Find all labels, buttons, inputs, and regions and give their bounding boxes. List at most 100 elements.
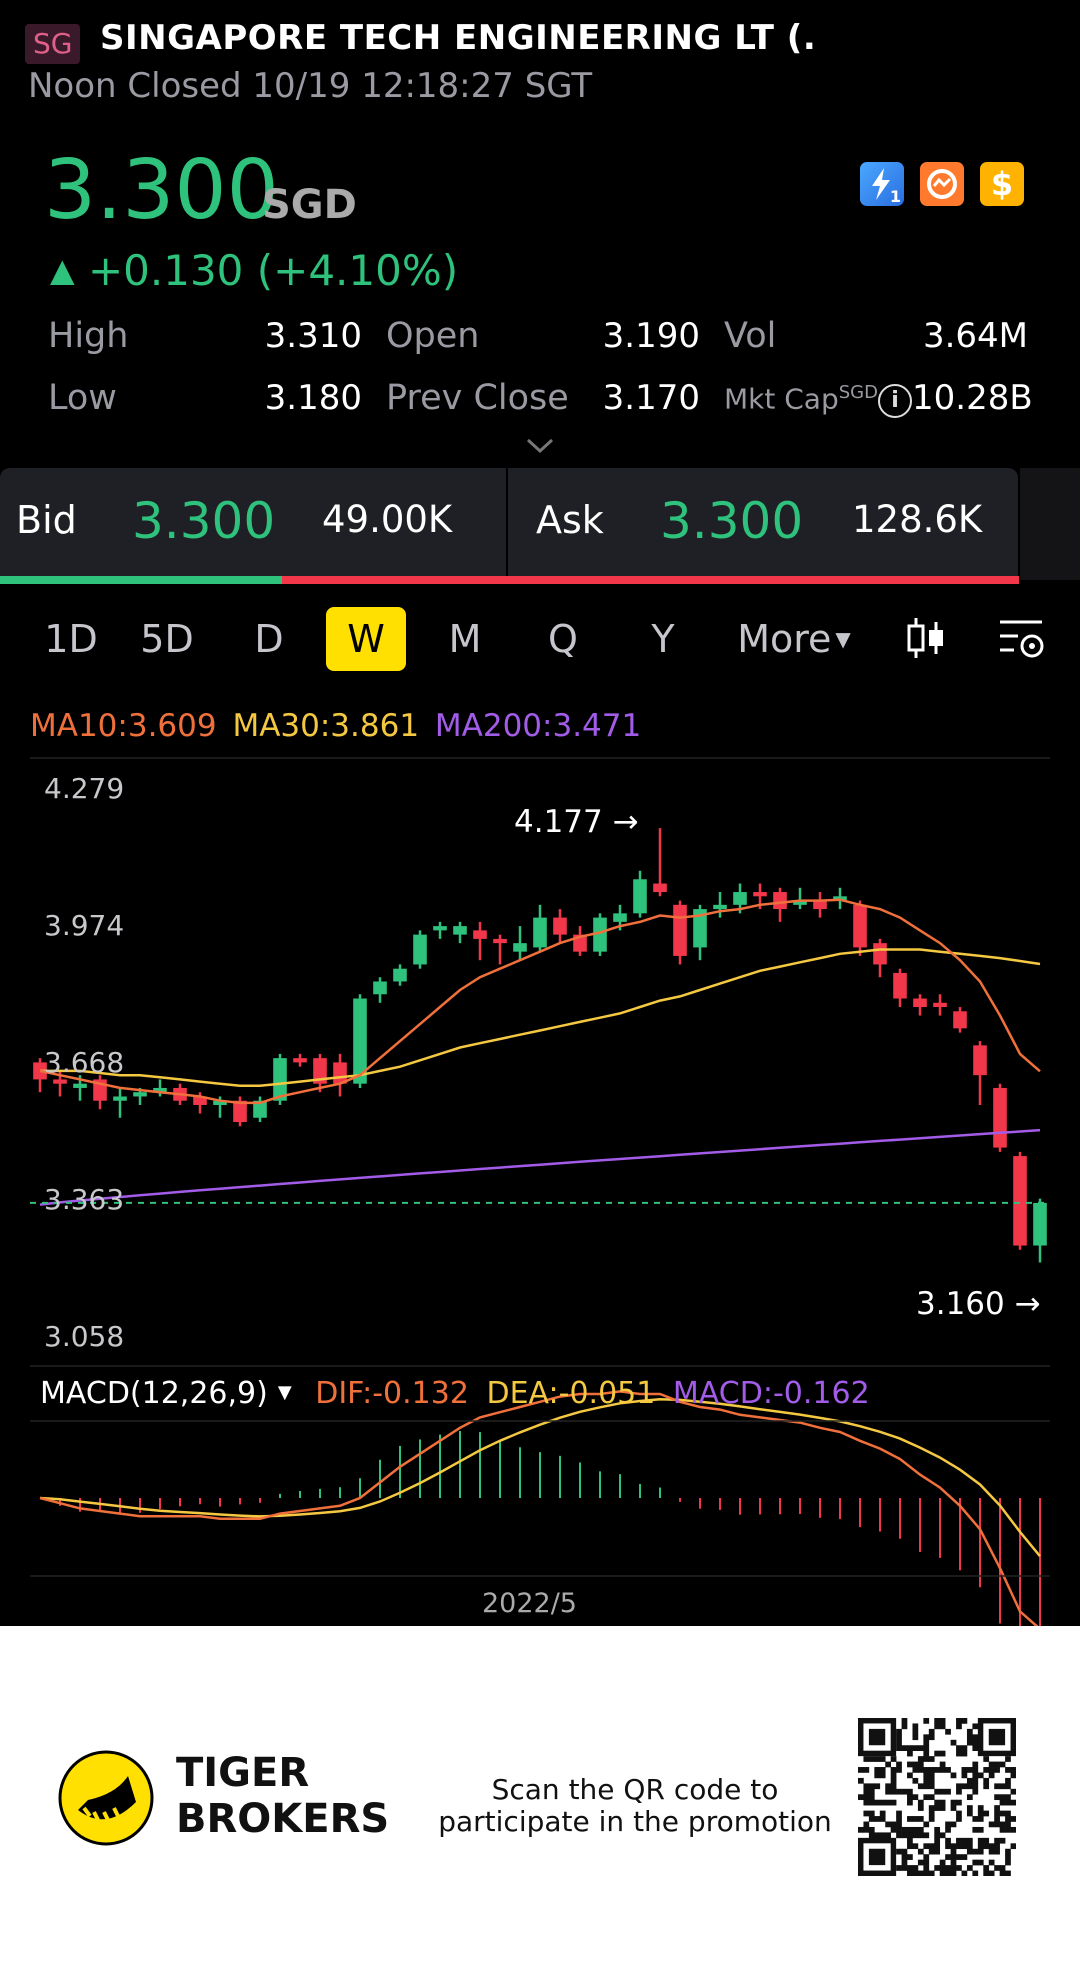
chart-settings-icon[interactable] — [996, 614, 1050, 668]
qr-module — [966, 1728, 973, 1735]
qr-module — [999, 1783, 1006, 1790]
qr-module — [972, 1761, 979, 1768]
candle-style-icon[interactable] — [904, 612, 948, 668]
vol-value: 3.64M — [922, 316, 1028, 356]
qr-module — [868, 1783, 875, 1790]
promo-footer: TIGER BROKERS Scan the QR code to partic… — [0, 1626, 1080, 1972]
candle — [633, 870, 647, 918]
qr-module — [988, 1772, 995, 1779]
candle-body — [233, 1100, 247, 1123]
qr-module — [917, 1756, 924, 1762]
candle-body — [673, 904, 687, 956]
qr-module — [966, 1837, 973, 1844]
dollar-icon[interactable]: $ — [980, 162, 1024, 206]
candle-body — [433, 926, 447, 931]
price-chart[interactable] — [0, 756, 1080, 1626]
qr-module — [988, 1821, 995, 1828]
qr-module — [966, 1848, 973, 1855]
tab-m[interactable]: M — [448, 617, 482, 661]
brand-name: TIGER BROKERS — [176, 1750, 389, 1842]
qr-module — [928, 1816, 935, 1822]
market-badge: SG — [25, 24, 81, 64]
candles-layer — [33, 828, 1047, 1263]
macd-value-label: MACD:-0.162 — [672, 1376, 870, 1411]
qr-module — [972, 1772, 979, 1779]
exchange-icon[interactable] — [920, 162, 964, 206]
macd-legend[interactable]: MACD(12,26,9) ▼ DIF:-0.132 DEA:-0.051 MAC… — [40, 1376, 870, 1411]
qr-module — [890, 1767, 897, 1773]
qr-module — [923, 1767, 930, 1773]
qr-module — [972, 1723, 979, 1730]
qr-module — [917, 1799, 924, 1806]
qr-module — [928, 1783, 935, 1790]
macd-layer — [39, 1390, 1041, 1626]
qr-module — [923, 1821, 930, 1828]
qr-module — [956, 1854, 962, 1860]
qr-module — [868, 1832, 875, 1839]
qr-module — [966, 1739, 973, 1746]
tab-w[interactable]: W — [326, 607, 406, 671]
qr-module — [858, 1777, 864, 1784]
tab-1d[interactable]: 1D — [44, 617, 98, 661]
qr-module — [956, 1843, 962, 1850]
qr-module — [868, 1848, 886, 1866]
lightning-icon[interactable]: 1 — [860, 162, 904, 206]
candle-body — [893, 972, 907, 999]
qr-module — [972, 1783, 979, 1790]
qr-module — [977, 1859, 984, 1866]
qr-module — [977, 1816, 984, 1822]
promo-line-1: Scan the QR code to — [491, 1773, 779, 1806]
candle-body — [1013, 1156, 1027, 1246]
candle-body — [813, 900, 827, 910]
tab-d[interactable]: D — [254, 617, 284, 661]
qr-module — [1005, 1810, 1011, 1817]
candle — [873, 938, 887, 978]
qr-module — [934, 1848, 941, 1855]
tab-5d[interactable]: 5D — [140, 617, 194, 661]
info-icon[interactable]: i — [878, 384, 912, 418]
qr-module — [907, 1865, 913, 1871]
tab-y[interactable]: Y — [651, 617, 675, 661]
brand-line-2: BROKERS — [176, 1796, 390, 1842]
qr-module — [977, 1837, 984, 1844]
tab-q[interactable]: Q — [548, 617, 578, 661]
tab-more[interactable]: More ▼ — [734, 607, 854, 671]
qr-module — [923, 1718, 930, 1724]
qr-module — [956, 1816, 962, 1822]
vol-label: Vol — [724, 316, 777, 356]
qr-module — [928, 1756, 935, 1762]
qr-module — [1005, 1799, 1011, 1806]
qr-module — [983, 1810, 990, 1817]
ma30-label: MA30:3.861 — [232, 708, 420, 744]
qr-module — [896, 1788, 902, 1795]
qr-module — [961, 1837, 968, 1844]
qr-module — [988, 1848, 995, 1855]
qr-module — [1005, 1870, 1011, 1876]
qr-module — [907, 1750, 913, 1757]
qr-module — [966, 1865, 973, 1871]
candle — [993, 1083, 1007, 1152]
qr-module — [972, 1739, 979, 1746]
candle-body — [593, 917, 607, 952]
qr-module — [939, 1750, 946, 1757]
qr-module — [917, 1832, 924, 1839]
qr-module — [977, 1843, 984, 1850]
qr-module — [961, 1843, 968, 1850]
y-tick-label: 3.668 — [44, 1046, 125, 1079]
up-arrow-icon: ▲ — [50, 251, 75, 289]
qr-module — [977, 1805, 984, 1811]
qr-module — [923, 1777, 930, 1784]
qr-code[interactable] — [858, 1718, 1016, 1876]
candle — [433, 921, 447, 939]
candle-body — [873, 943, 887, 965]
expand-chevron-icon[interactable] — [524, 436, 556, 460]
qr-module — [928, 1843, 935, 1850]
qr-module — [863, 1767, 870, 1773]
macd-dropdown-icon: ▼ — [277, 1382, 292, 1403]
qr-module — [934, 1805, 941, 1811]
qr-module — [928, 1794, 935, 1801]
bid-label: Bid — [16, 498, 77, 542]
qr-module — [917, 1761, 924, 1768]
qr-module — [939, 1718, 946, 1724]
qr-module — [923, 1832, 930, 1839]
